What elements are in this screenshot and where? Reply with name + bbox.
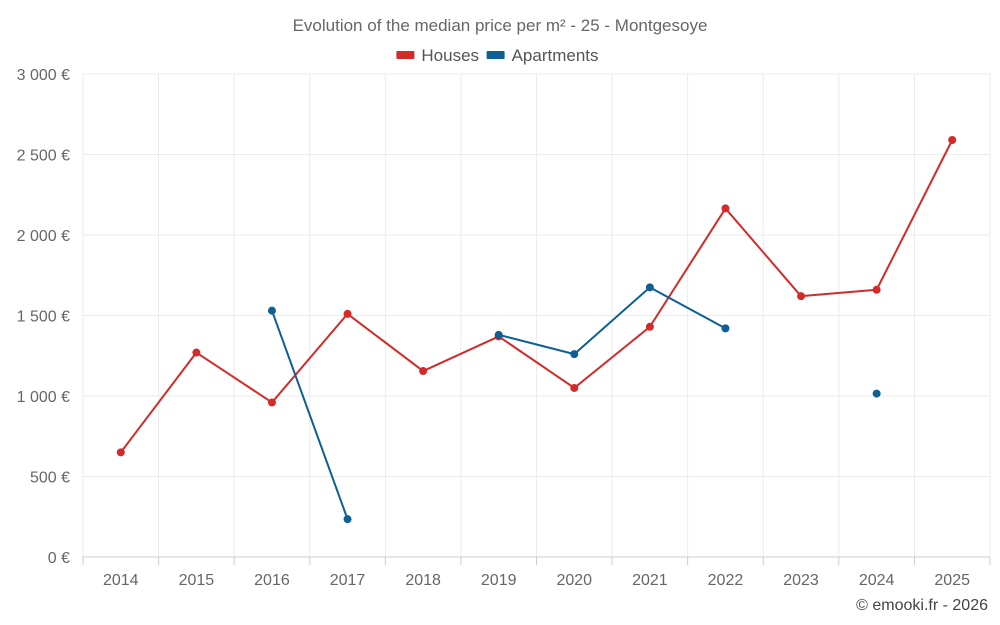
x-tick-label: 2019 xyxy=(481,572,517,589)
series-houses xyxy=(116,136,957,457)
data-point-houses xyxy=(419,367,428,376)
x-tick-label: 2014 xyxy=(103,572,139,589)
axes xyxy=(82,556,991,565)
credit-text: © emooki.fr - 2026 xyxy=(856,597,988,614)
data-point-apartments xyxy=(645,283,654,292)
series-group xyxy=(116,136,957,524)
y-tick-label: 1 500 € xyxy=(17,309,70,326)
series-line-apartments xyxy=(498,286,726,356)
data-point-houses xyxy=(267,398,276,407)
x-axis-labels: 2014 2015 2016 2017 2018 2019 2020 2021 2022 2023… xyxy=(103,572,970,589)
legend-item-houses: Houses xyxy=(396,46,479,65)
data-point-apartments xyxy=(721,324,730,333)
data-point-houses xyxy=(872,285,881,294)
y-tick-label: 2 000 € xyxy=(17,228,70,245)
series-apartments xyxy=(267,283,881,524)
series-line-houses xyxy=(119,139,954,453)
data-point-apartments xyxy=(494,330,503,339)
legend-swatch xyxy=(396,51,415,59)
y-tick-label: 1 000 € xyxy=(17,389,70,406)
x-tick-label: 2020 xyxy=(556,572,592,589)
x-tick-label: 2021 xyxy=(632,572,668,589)
legend: Houses Apartments xyxy=(396,46,599,65)
grid xyxy=(82,73,991,557)
legend-item-apartments: Apartments xyxy=(486,46,599,65)
data-point-houses xyxy=(192,348,201,357)
data-point-houses xyxy=(570,383,579,392)
chart-title: Evolution of the median price per m² - 2… xyxy=(293,16,708,35)
y-tick-label: 3 000 € xyxy=(17,67,70,84)
x-tick-label: 2024 xyxy=(859,572,895,589)
x-tick-label: 2022 xyxy=(708,572,744,589)
y-tick-label: 0 € xyxy=(48,550,70,567)
x-tick-label: 2017 xyxy=(330,572,366,589)
x-tick-label: 2015 xyxy=(179,572,215,589)
data-point-houses xyxy=(797,292,806,301)
legend-label: Apartments xyxy=(512,46,599,65)
x-tick-label: 2016 xyxy=(254,572,290,589)
data-point-houses xyxy=(116,448,125,457)
data-point-apartments xyxy=(343,515,352,524)
data-point-houses xyxy=(948,136,957,145)
data-point-houses xyxy=(343,309,352,318)
y-tick-label: 2 500 € xyxy=(17,148,70,165)
x-tick-label: 2025 xyxy=(934,572,970,589)
x-tick-label: 2023 xyxy=(783,572,819,589)
legend-label: Houses xyxy=(421,46,479,65)
data-point-apartments xyxy=(570,350,579,359)
data-point-houses xyxy=(645,322,654,331)
data-point-apartments xyxy=(872,389,881,398)
data-point-apartments xyxy=(267,306,276,315)
y-axis-labels: 0 € 500 € 1 000 € 1 500 € 2 000 € 2 500 € 3 00… xyxy=(17,67,70,567)
legend-swatch xyxy=(486,51,505,59)
data-point-houses xyxy=(721,204,730,213)
y-tick-label: 500 € xyxy=(30,470,70,487)
x-tick-label: 2018 xyxy=(405,572,441,589)
series-line-apartments xyxy=(271,310,349,520)
